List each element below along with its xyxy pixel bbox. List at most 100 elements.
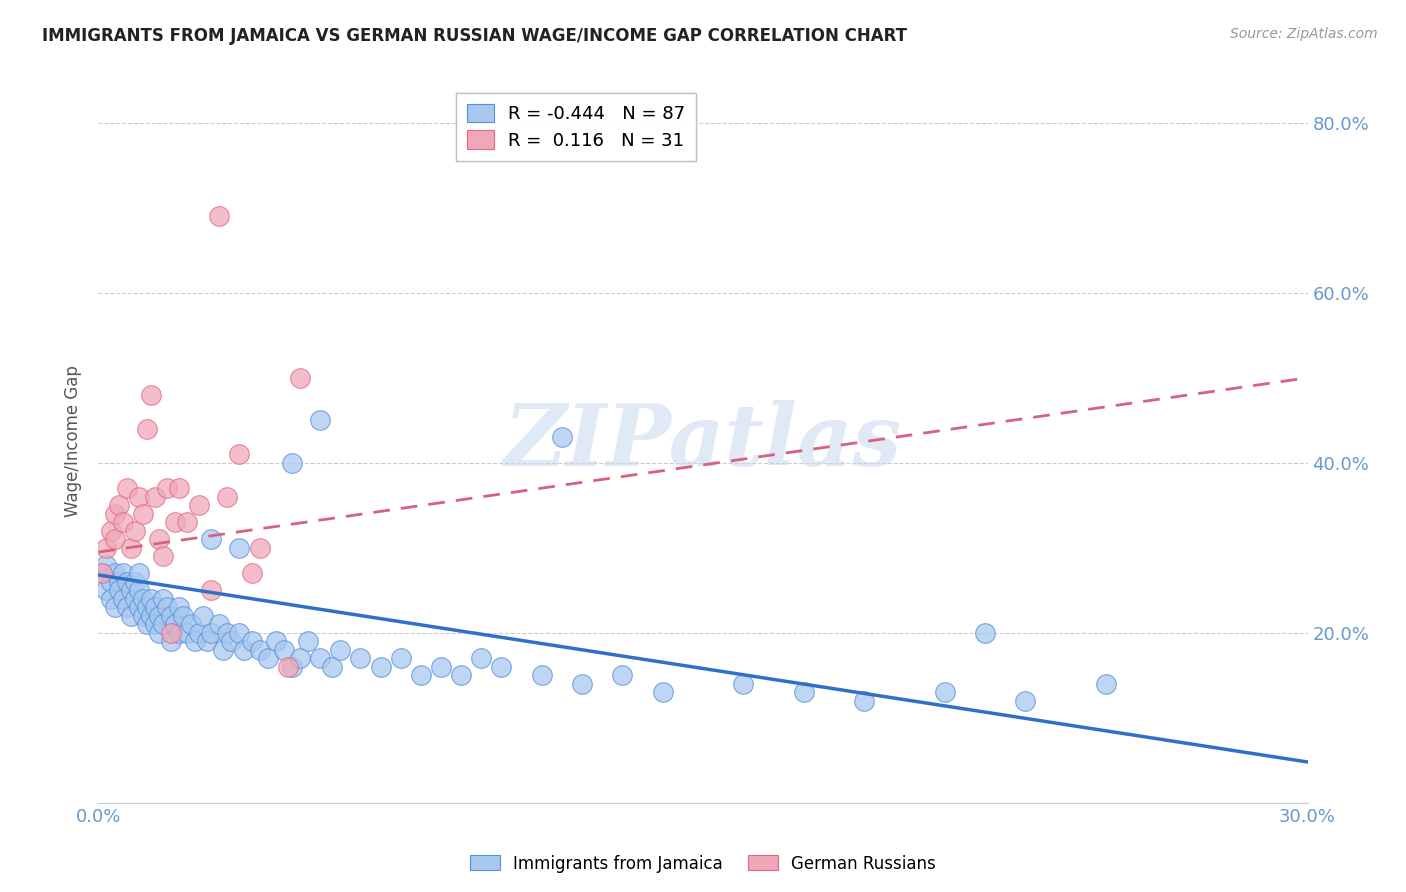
Point xyxy=(148,608,170,623)
Point xyxy=(107,583,129,598)
Point xyxy=(184,634,207,648)
Text: IMMIGRANTS FROM JAMAICA VS GERMAN RUSSIAN WAGE/INCOME GAP CORRELATION CHART: IMMIGRANTS FROM JAMAICA VS GERMAN RUSSIA… xyxy=(42,27,907,45)
Point xyxy=(733,677,755,691)
Point xyxy=(176,625,198,640)
Point xyxy=(193,608,215,623)
Point xyxy=(288,651,311,665)
Point xyxy=(135,422,157,436)
Point xyxy=(124,524,146,538)
Point xyxy=(156,481,179,495)
Point xyxy=(124,574,146,589)
Point xyxy=(277,660,299,674)
Point xyxy=(470,651,492,665)
Y-axis label: Wage/Income Gap: Wage/Income Gap xyxy=(65,366,83,517)
Point xyxy=(111,566,134,581)
Point xyxy=(309,413,332,427)
Point xyxy=(115,600,138,615)
Point xyxy=(281,660,304,674)
Text: ZIPatlas: ZIPatlas xyxy=(503,400,903,483)
Point xyxy=(156,600,179,615)
Point xyxy=(651,685,673,699)
Point xyxy=(111,591,134,606)
Point xyxy=(143,600,166,615)
Point xyxy=(208,617,231,632)
Point xyxy=(200,625,222,640)
Point xyxy=(148,533,170,547)
Point xyxy=(96,583,118,598)
Point xyxy=(96,558,118,572)
Point xyxy=(370,660,392,674)
Point xyxy=(309,651,332,665)
Point xyxy=(167,600,190,615)
Legend: Immigrants from Jamaica, German Russians: Immigrants from Jamaica, German Russians xyxy=(463,848,943,880)
Point xyxy=(249,541,271,555)
Point xyxy=(256,651,278,665)
Point xyxy=(139,388,162,402)
Point xyxy=(103,507,125,521)
Point xyxy=(176,516,198,530)
Point xyxy=(200,533,222,547)
Point xyxy=(212,642,235,657)
Point xyxy=(934,685,956,699)
Point xyxy=(491,660,513,674)
Point xyxy=(143,617,166,632)
Point xyxy=(208,209,231,223)
Point xyxy=(107,498,129,512)
Point xyxy=(264,634,287,648)
Point xyxy=(172,608,194,623)
Point xyxy=(551,430,574,444)
Point xyxy=(124,591,146,606)
Point xyxy=(389,651,412,665)
Point xyxy=(128,490,150,504)
Point xyxy=(103,600,125,615)
Point xyxy=(91,566,114,581)
Point xyxy=(321,660,343,674)
Point xyxy=(240,566,263,581)
Point xyxy=(152,591,174,606)
Point xyxy=(163,516,186,530)
Point xyxy=(228,447,250,461)
Point xyxy=(132,608,155,623)
Point xyxy=(195,634,218,648)
Point xyxy=(139,608,162,623)
Point xyxy=(128,583,150,598)
Point xyxy=(167,481,190,495)
Point xyxy=(349,651,371,665)
Point xyxy=(288,371,311,385)
Point xyxy=(103,566,125,581)
Point xyxy=(96,541,118,555)
Point xyxy=(200,583,222,598)
Point xyxy=(160,608,183,623)
Point xyxy=(160,625,183,640)
Point xyxy=(148,625,170,640)
Point xyxy=(163,617,186,632)
Point xyxy=(100,591,122,606)
Point xyxy=(612,668,634,682)
Point xyxy=(430,660,453,674)
Point xyxy=(221,634,243,648)
Point xyxy=(135,617,157,632)
Point xyxy=(107,574,129,589)
Point xyxy=(135,600,157,615)
Point xyxy=(100,524,122,538)
Point xyxy=(232,642,254,657)
Point xyxy=(571,677,593,691)
Point xyxy=(91,566,114,581)
Point xyxy=(240,634,263,648)
Point xyxy=(228,541,250,555)
Point xyxy=(167,625,190,640)
Point xyxy=(111,516,134,530)
Point xyxy=(128,600,150,615)
Point xyxy=(120,583,142,598)
Point xyxy=(120,541,142,555)
Point xyxy=(1095,677,1118,691)
Point xyxy=(329,642,352,657)
Legend: R = -0.444   N = 87, R =  0.116   N = 31: R = -0.444 N = 87, R = 0.116 N = 31 xyxy=(456,93,696,161)
Point xyxy=(281,456,304,470)
Point xyxy=(120,608,142,623)
Point xyxy=(100,574,122,589)
Point xyxy=(188,625,211,640)
Point xyxy=(297,634,319,648)
Point xyxy=(793,685,815,699)
Point xyxy=(1014,694,1036,708)
